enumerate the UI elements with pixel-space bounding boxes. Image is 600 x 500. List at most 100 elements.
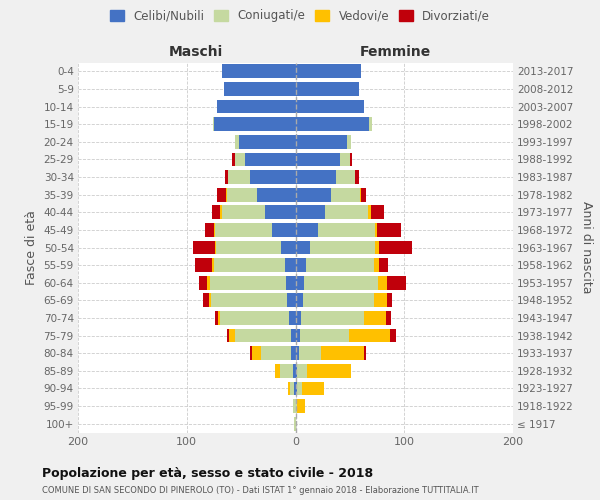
Bar (212, 258, 214, 272)
Bar (374, 294, 387, 307)
Bar (296, 240, 310, 254)
Bar (368, 206, 371, 219)
Text: Maschi: Maschi (169, 45, 223, 59)
Bar (272, 223, 296, 237)
Bar (225, 170, 228, 184)
Bar (361, 188, 366, 202)
Bar (371, 206, 383, 219)
Bar (296, 152, 340, 166)
Bar (302, 382, 324, 396)
Bar (347, 135, 351, 148)
Bar (349, 328, 390, 342)
Text: Femmine: Femmine (360, 45, 431, 59)
Bar (375, 223, 377, 237)
Bar (245, 152, 296, 166)
Bar (226, 188, 227, 202)
Bar (296, 276, 304, 289)
Bar (379, 240, 412, 254)
Bar (205, 223, 214, 237)
Bar (377, 223, 401, 237)
Bar (209, 276, 286, 289)
Bar (224, 82, 296, 96)
Bar (359, 188, 361, 202)
Bar (296, 223, 319, 237)
Bar (235, 152, 245, 166)
Bar (280, 364, 293, 378)
Bar (293, 364, 296, 378)
Bar (336, 170, 355, 184)
Bar (300, 328, 349, 342)
Bar (293, 399, 296, 413)
Bar (301, 311, 364, 325)
Bar (228, 170, 250, 184)
Bar (307, 364, 351, 378)
Bar (379, 258, 388, 272)
Bar (390, 328, 395, 342)
Bar (296, 170, 336, 184)
Bar (260, 346, 291, 360)
Bar (215, 223, 272, 237)
Bar (289, 311, 296, 325)
Bar (227, 328, 229, 342)
Bar (291, 346, 296, 360)
Bar (288, 382, 290, 396)
Bar (227, 188, 257, 202)
Bar (221, 64, 296, 78)
Bar (375, 240, 379, 254)
Bar (304, 276, 378, 289)
Bar (320, 346, 364, 360)
Bar (364, 311, 386, 325)
Bar (214, 118, 296, 131)
Bar (214, 223, 215, 237)
Bar (378, 276, 387, 289)
Bar (217, 188, 226, 202)
Bar (355, 170, 359, 184)
Bar (239, 135, 296, 148)
Bar (265, 206, 296, 219)
Bar (212, 206, 220, 219)
Bar (214, 258, 284, 272)
Bar (296, 328, 300, 342)
Bar (386, 311, 391, 325)
Bar (221, 206, 265, 219)
Bar (193, 240, 215, 254)
Bar (257, 188, 296, 202)
Bar (203, 294, 209, 307)
Bar (208, 276, 209, 289)
Bar (296, 206, 325, 219)
Bar (296, 188, 331, 202)
Bar (310, 240, 375, 254)
Bar (284, 258, 296, 272)
Bar (374, 258, 379, 272)
Bar (291, 328, 296, 342)
Bar (220, 206, 221, 219)
Bar (199, 276, 208, 289)
Bar (215, 240, 216, 254)
Y-axis label: Anni di nascita: Anni di nascita (580, 201, 593, 294)
Bar (275, 364, 280, 378)
Bar (250, 170, 296, 184)
Bar (209, 294, 211, 307)
Bar (235, 135, 239, 148)
Legend: Celibi/Nubili, Coniugati/e, Vedovi/e, Divorziati/e: Celibi/Nubili, Coniugati/e, Vedovi/e, Di… (106, 6, 494, 26)
Bar (370, 118, 371, 131)
Bar (287, 294, 296, 307)
Bar (196, 258, 212, 272)
Bar (232, 152, 235, 166)
Bar (217, 100, 296, 114)
Bar (290, 382, 295, 396)
Bar (211, 294, 287, 307)
Bar (235, 328, 291, 342)
Bar (296, 311, 301, 325)
Bar (350, 152, 352, 166)
Y-axis label: Fasce di età: Fasce di età (25, 210, 38, 285)
Bar (220, 311, 289, 325)
Text: COMUNE DI SAN SECONDO DI PINEROLO (TO) - Dati ISTAT 1° gennaio 2018 - Elaborazio: COMUNE DI SAN SECONDO DI PINEROLO (TO) -… (42, 486, 479, 495)
Bar (296, 294, 303, 307)
Bar (299, 346, 320, 360)
Bar (296, 100, 364, 114)
Bar (387, 276, 406, 289)
Bar (340, 152, 350, 166)
Bar (215, 311, 218, 325)
Bar (296, 82, 359, 96)
